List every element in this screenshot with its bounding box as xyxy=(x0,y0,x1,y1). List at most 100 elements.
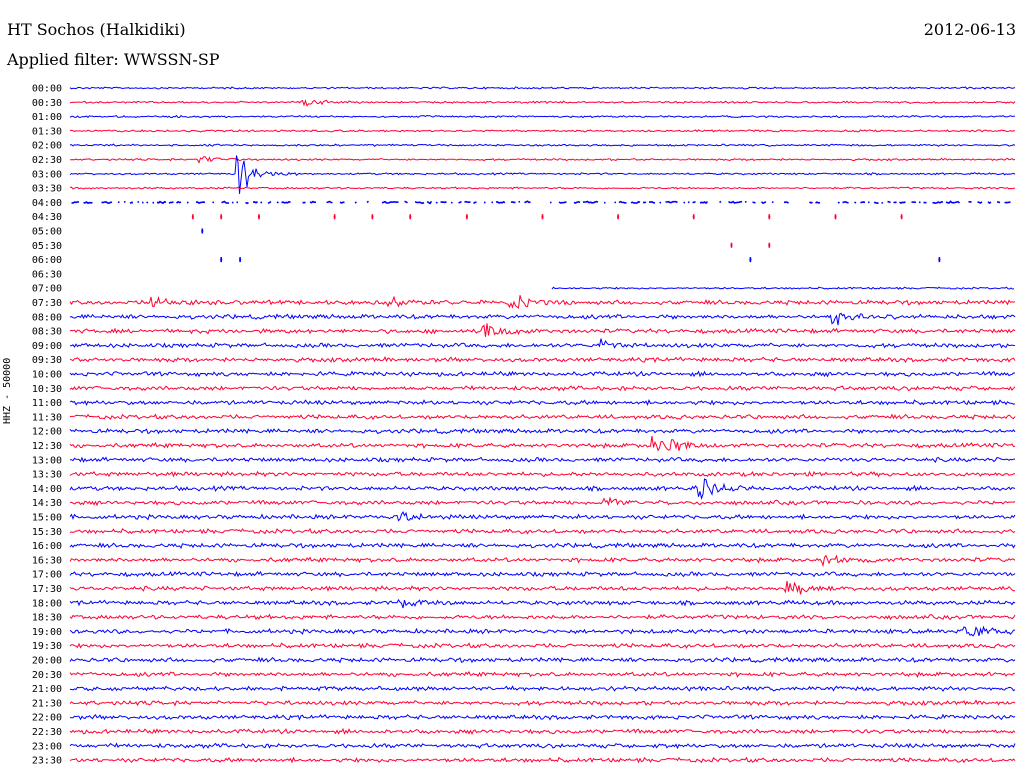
time-label: 17:00 xyxy=(32,570,62,581)
time-label: 04:00 xyxy=(32,198,62,209)
time-label: 05:00 xyxy=(32,227,62,238)
trace-line xyxy=(69,527,1016,535)
trace-line xyxy=(69,470,1016,478)
time-label: 23:30 xyxy=(32,756,62,767)
time-label: 11:30 xyxy=(32,412,62,423)
time-label: 11:00 xyxy=(32,398,62,409)
trace-line xyxy=(69,642,1016,649)
trace-line xyxy=(72,201,1016,203)
time-label: 18:30 xyxy=(32,613,62,624)
trace-line xyxy=(69,384,1016,392)
time-label: 10:00 xyxy=(32,370,62,381)
time-labels: 00:00 00:30 01:00 01:30 02:00 02:30 03:00 03:30… xyxy=(32,84,62,767)
time-label: 00:30 xyxy=(32,98,62,109)
time-label: 09:00 xyxy=(32,341,62,352)
time-label: 14:30 xyxy=(32,498,62,509)
trace-line xyxy=(551,286,1015,290)
time-label: 07:30 xyxy=(32,298,62,309)
trace-line xyxy=(69,356,1016,364)
time-label: 20:30 xyxy=(32,670,62,681)
trace-line xyxy=(69,435,1016,452)
time-label: 01:00 xyxy=(32,112,62,123)
trace-line xyxy=(69,670,1016,678)
time-label: 03:00 xyxy=(32,169,62,180)
trace-line xyxy=(69,496,1016,507)
time-label: 21:00 xyxy=(32,684,62,695)
trace-line xyxy=(69,554,1016,568)
trace-line xyxy=(69,713,1016,721)
station-title: HT Sochos (Halkidiki) xyxy=(7,20,186,39)
time-label: 13:30 xyxy=(32,470,62,481)
trace-line xyxy=(69,598,1016,609)
time-label: 10:30 xyxy=(32,384,62,395)
trace-line xyxy=(69,625,1015,637)
trace-line xyxy=(69,756,1016,764)
trace-line xyxy=(69,656,1016,664)
trace-line xyxy=(69,323,1016,337)
trace-line xyxy=(69,99,1016,107)
trace-line xyxy=(69,742,1016,750)
trace-line xyxy=(69,129,1016,133)
time-label: 19:00 xyxy=(32,627,62,638)
trace-line xyxy=(730,242,771,248)
trace-line xyxy=(69,295,1016,309)
time-label: 07:00 xyxy=(32,284,62,295)
time-label: 20:00 xyxy=(32,656,62,667)
time-label: 16:00 xyxy=(32,541,62,552)
time-label: 12:30 xyxy=(32,441,62,452)
time-label: 22:00 xyxy=(32,713,62,724)
trace-line xyxy=(69,86,1016,90)
time-label: 22:30 xyxy=(32,727,62,738)
trace-line xyxy=(201,228,204,234)
trace-line xyxy=(69,114,1016,119)
trace-line xyxy=(69,727,1016,735)
time-label: 16:30 xyxy=(32,555,62,566)
time-label: 18:00 xyxy=(32,598,62,609)
time-label: 00:00 xyxy=(32,84,62,95)
trace-line xyxy=(69,699,1016,707)
time-label: 02:00 xyxy=(32,141,62,152)
time-label: 19:30 xyxy=(32,641,62,652)
trace-line xyxy=(69,186,1015,190)
traces xyxy=(69,86,1016,764)
trace-line xyxy=(69,613,1016,621)
filter-label: Applied filter: WWSSN-SP xyxy=(7,50,220,69)
trace-line xyxy=(69,155,1016,194)
time-label: 02:30 xyxy=(32,155,62,166)
trace-line xyxy=(70,156,1016,164)
trace-line xyxy=(69,570,1016,578)
trace-line xyxy=(70,338,1016,349)
time-label: 06:30 xyxy=(32,269,62,280)
time-label: 06:00 xyxy=(32,255,62,266)
trace-line xyxy=(69,685,1016,693)
time-label: 09:30 xyxy=(32,355,62,366)
trace-line xyxy=(69,478,1016,500)
time-label: 08:30 xyxy=(32,327,62,338)
trace-line xyxy=(69,370,1016,378)
trace-line xyxy=(69,580,1016,595)
time-label: 17:30 xyxy=(32,584,62,595)
date-label: 2012-06-13 xyxy=(923,20,1016,39)
time-label: 15:00 xyxy=(32,513,62,524)
trace-line xyxy=(69,542,1016,549)
time-label: 08:00 xyxy=(32,312,62,323)
trace-line xyxy=(69,427,1016,435)
time-label: 21:30 xyxy=(32,698,62,709)
time-label: 04:30 xyxy=(32,212,62,223)
trace-line xyxy=(69,413,1016,421)
time-label: 23:00 xyxy=(32,741,62,752)
trace-line xyxy=(191,214,903,220)
trace-line xyxy=(69,143,1016,147)
trace-line xyxy=(69,312,1016,326)
time-label: 13:00 xyxy=(32,455,62,466)
trace-line xyxy=(69,456,1015,464)
time-label: 14:00 xyxy=(32,484,62,495)
trace-line xyxy=(69,511,1016,522)
trace-line xyxy=(220,257,941,263)
time-label: 15:30 xyxy=(32,527,62,538)
time-label: 01:30 xyxy=(32,126,62,137)
trace-line xyxy=(69,398,1016,407)
time-label: 05:30 xyxy=(32,241,62,252)
time-label: 03:30 xyxy=(32,184,62,195)
